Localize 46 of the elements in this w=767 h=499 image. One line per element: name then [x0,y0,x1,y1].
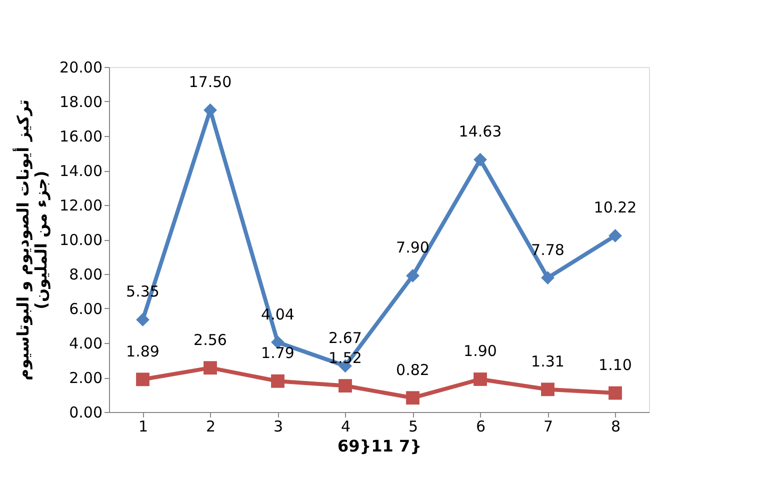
point [406,269,420,282]
y-tick-label: 16.00 [60,128,102,146]
point [541,271,554,285]
data-label: 10.22 [594,198,637,217]
data-label: 17.50 [188,73,232,92]
point [136,372,150,386]
x-tick-label: 3 [273,418,284,436]
x-axis-title: 69}11 7} [337,436,422,456]
x-tick-label: 8 [610,418,621,436]
point [136,313,150,326]
y-tick-label: 8.00 [69,266,102,284]
point [338,379,352,392]
data-label: 1.90 [464,342,497,360]
data-label: 2.67 [328,328,362,347]
point [271,374,284,388]
point [474,152,487,166]
data-label: 1.79 [261,344,294,362]
point [474,372,487,386]
y-tick-label: 0.00 [69,404,102,422]
data-label: 1.31 [531,352,564,370]
y-axis-title: تركيز أيونات الصوديوم و البوتاسيوم (جزء من المليون) [12,100,51,380]
point [608,228,622,242]
y-tick-label: 4.00 [69,334,102,352]
x-tick-label: 2 [206,418,216,436]
y-tick-label: 14.00 [60,162,102,180]
y-tick-label: 18.00 [60,93,102,111]
point [608,386,622,400]
y-tick-label: 6.00 [69,300,102,318]
point [204,361,217,375]
x-tick-label: 7 [543,418,554,436]
x-tick-label: 1 [138,418,148,436]
data-label: 14.63 [458,122,502,141]
y-tick-label: 10.00 [60,231,102,249]
data-label: 2.56 [194,330,227,349]
x-tick-label: 4 [340,418,351,436]
x-tick-label: 5 [408,418,418,436]
data-label: 1.10 [598,356,632,374]
data-label: 0.82 [396,360,430,379]
data-label: 7.90 [396,238,430,257]
point [406,391,420,405]
y-tick-label: 20.00 [60,58,102,76]
data-label: 1.89 [126,342,160,360]
point [541,382,554,396]
x-tick-label: 6 [476,418,486,436]
y-tick-label: 12.00 [60,196,102,214]
y-tick-label: 2.00 [69,369,102,387]
